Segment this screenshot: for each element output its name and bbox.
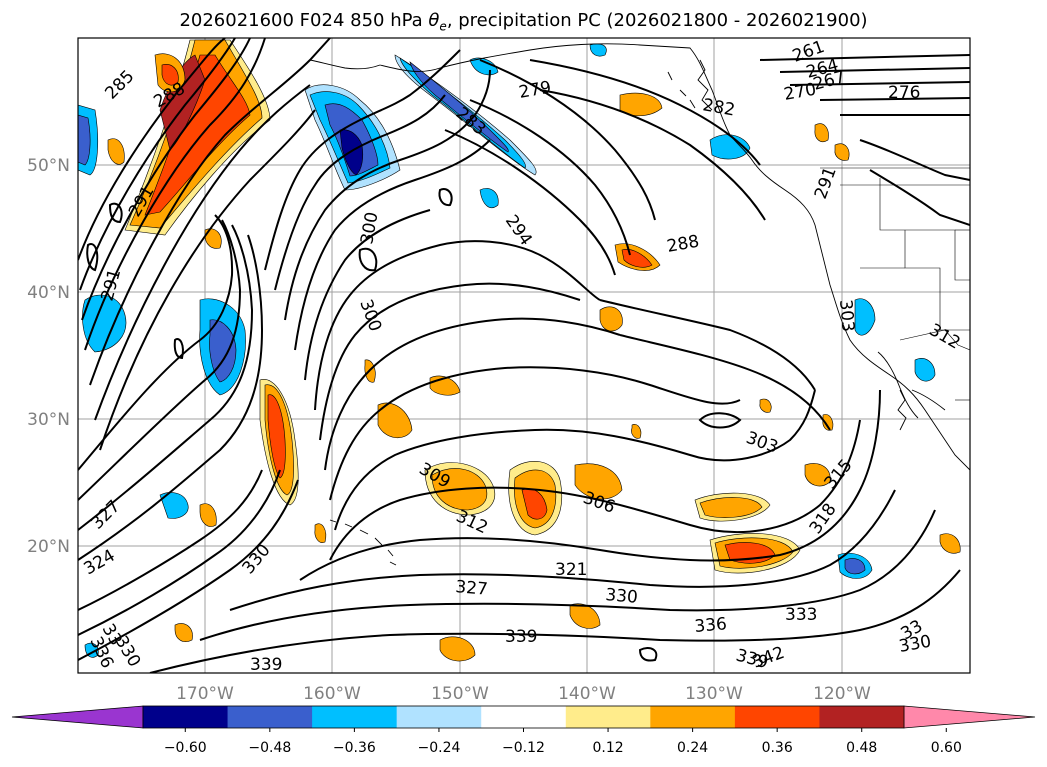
colorbar-bin [227,706,313,728]
colorbar-tick-label: 0.36 [762,740,793,756]
colorbar-bin [396,706,482,728]
colorbar-tick-label: −0.60 [164,740,207,756]
contour-label: 339 [250,655,282,675]
colorbar-tick-label: −0.48 [248,740,291,756]
lon-label: 170°W [176,684,234,704]
lon-label: 140°W [558,684,616,704]
lon-label: 150°W [431,684,489,704]
contour-label: 333 [785,605,817,625]
contour-label: 276 [888,83,920,103]
plot-content: 285 288 279 283 261 264 267 270 276 282 … [78,38,970,675]
colorbar-bin [734,706,820,728]
plot-frame [77,37,971,674]
contour-label: 327 [455,577,489,600]
colorbar-tick-label: −0.36 [333,740,376,756]
lat-label: 50°N [27,156,70,176]
latitude-labels: 50°N 40°N 30°N 20°N [27,156,70,557]
colorbar-bin [650,706,736,728]
lon-label: 160°W [303,684,361,704]
lat-label: 30°N [27,410,70,430]
colorbar-bin [565,706,651,728]
colorbar-tick-label: −0.24 [417,740,460,756]
map-title: 2026021600 F024 850 hPa θe, precipitatio… [179,10,868,34]
lat-label: 20°N [27,537,70,557]
coastlines [309,43,970,566]
colorbar-tick-label: 0.12 [592,740,623,756]
lon-label: 130°W [685,684,743,704]
colorbar-tick-label: 0.60 [931,740,962,756]
colorbar-under-triangle [11,705,144,729]
political-borders [820,167,970,401]
lat-label: 40°N [27,283,70,303]
colorbar-bin [819,706,905,728]
contour-label: 303 [835,299,858,333]
lon-label: 120°W [813,684,871,704]
colorbar-tick-label: 0.48 [846,740,877,756]
colorbar: −0.60 −0.48 −0.36 −0.24 −0.12 0.12 0.24 0.36 0.4… [11,705,1036,756]
colorbar-bin [312,706,398,728]
contour-label: 339 [505,627,537,647]
theta-e-contours [78,38,970,673]
contour-label: 330 [605,585,639,608]
colorbar-tick-label: −0.12 [502,740,545,756]
colorbar-bin [481,706,567,728]
colorbar-over-triangle [903,705,1036,729]
colorbar-tick-label: 0.24 [677,740,708,756]
contour-label: 321 [555,560,587,580]
longitude-labels: 170°W 160°W 150°W 140°W 130°W 120°W [176,684,871,704]
contour-label: 336 [694,614,728,637]
colorbar-bin [143,706,229,728]
